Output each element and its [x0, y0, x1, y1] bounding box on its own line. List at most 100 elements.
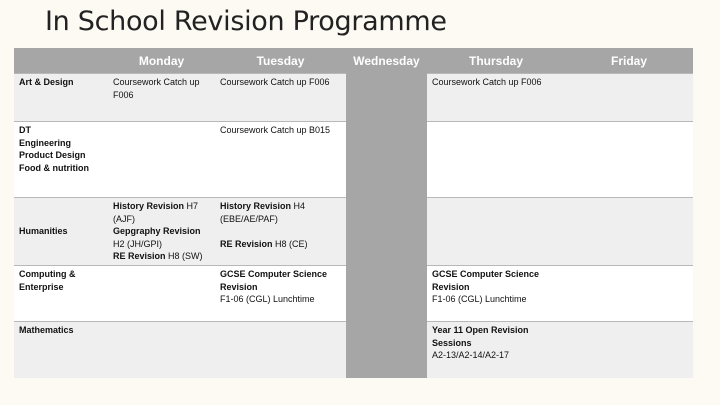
cell-wednesday: [346, 197, 427, 266]
table-row: Computing & Enterprise GCSE Computer Scien…: [14, 265, 693, 322]
subject-label: Engineering: [19, 137, 72, 148]
cell-friday: [565, 73, 693, 122]
header-row: Monday Tuesday Wednesday Thursday Friday: [14, 48, 693, 74]
subject-label: Food & nutrition: [19, 162, 89, 173]
cell-tuesday: Coursework Catch up F006: [215, 73, 346, 122]
session-detail: F1-06 (CGL) Lunchtime: [432, 294, 527, 304]
session-line: History Revision H7: [113, 200, 210, 213]
table-row: DT Engineering Product Design Food & nutrit…: [14, 121, 693, 198]
subject-cell: DT Engineering Product Design Food & nutrit…: [14, 121, 108, 198]
session-line: Revision: [220, 281, 341, 294]
cell-thursday: GCSE Computer Science Revision F1-06 (CGL)…: [427, 265, 565, 322]
subject-cell: Humanities: [14, 197, 108, 266]
spacer: [220, 225, 341, 238]
cell-monday: Coursework Catch up F006: [108, 73, 215, 122]
session-line: History Revision H4: [220, 200, 341, 213]
session-title: Gepgraphy Revision: [113, 226, 201, 236]
table-row: Humanities History Revision H7 (AJF) Gepgra…: [14, 197, 693, 266]
subject-label: Computing &: [19, 269, 76, 279]
session-detail: H8 (SW): [165, 251, 203, 261]
session-detail: H2 (JH/GPI): [113, 238, 163, 249]
cell-thursday: Coursework Catch up F006: [427, 73, 565, 122]
subject-cell: Computing & Enterprise: [14, 265, 108, 322]
subject-cell: Mathematics: [14, 321, 108, 378]
session-line: Coursework Catch up: [113, 76, 210, 89]
subject-label: Humanities: [19, 226, 68, 237]
session-detail: Coursework Catch up: [113, 77, 200, 87]
session-detail: Coursework Catch up B015: [220, 125, 331, 135]
subject-label: Art & Design: [19, 77, 74, 87]
subject-label: Product Design: [19, 150, 86, 160]
cell-tuesday: [215, 321, 346, 378]
header-tuesday: Tuesday: [215, 48, 346, 74]
header-friday: Friday: [565, 48, 693, 74]
cell-wednesday: [346, 73, 427, 122]
cell-friday: [565, 321, 693, 378]
cell-friday: [565, 197, 693, 266]
session-line: A2-13/A2-14/A2-17: [432, 349, 560, 362]
session-title: Sessions: [432, 337, 472, 348]
session-line: H2 (JH/GPI): [113, 238, 210, 251]
session-title: History Revision: [113, 201, 185, 211]
session-line: F1-06 (CGL) Lunchtime: [220, 293, 341, 306]
session-line: Coursework Catch up F006: [432, 76, 560, 89]
cell-wednesday: [346, 265, 427, 322]
cell-tuesday: History Revision H4 (EBE/AE/PAF) RE Revisi…: [215, 197, 346, 266]
header-thursday: Thursday: [427, 48, 565, 74]
cell-tuesday: Coursework Catch up B015: [215, 121, 346, 198]
session-line: Gepgraphy Revision: [113, 225, 210, 238]
session-line: Coursework Catch up B015: [220, 124, 341, 137]
cell-friday: [565, 121, 693, 198]
session-line: Sessions: [432, 337, 560, 350]
session-line: F1-06 (CGL) Lunchtime: [432, 293, 560, 306]
header-monday: Monday: [108, 48, 215, 74]
cell-thursday: Year 11 Open Revision Sessions A2-13/A2-14…: [427, 321, 565, 378]
session-line: RE Revision H8 (SW): [113, 250, 210, 263]
cell-monday: History Revision H7 (AJF) Gepgraphy Revisi…: [108, 197, 215, 266]
header-subject: [14, 48, 108, 74]
subject-cell: Art & Design: [14, 73, 108, 122]
session-title: RE Revision: [220, 238, 273, 249]
session-line: GCSE Computer Science: [432, 268, 560, 281]
cell-tuesday: GCSE Computer Science Revision F1-06 (CGL)…: [215, 265, 346, 322]
session-title: RE Revision: [113, 251, 166, 261]
cell-monday: [108, 321, 215, 378]
session-detail: Coursework Catch up F006: [220, 77, 330, 87]
session-detail: (AJF): [113, 213, 135, 224]
header-wednesday: Wednesday: [346, 48, 427, 74]
session-detail: H4: [291, 201, 306, 211]
cell-monday: [108, 121, 215, 198]
revision-timetable: Monday Tuesday Wednesday Thursday Friday…: [14, 48, 693, 378]
session-line: Revision: [432, 281, 560, 294]
cell-wednesday: [346, 121, 427, 198]
cell-wednesday: [346, 321, 427, 378]
session-line: Year 11 Open Revision: [432, 324, 560, 337]
session-title: GCSE Computer Science: [220, 269, 328, 279]
session-title: Year 11 Open Revision: [432, 325, 529, 335]
session-detail: A2-13/A2-14/A2-17: [432, 350, 510, 360]
session-line: RE Revision H8 (CE): [220, 238, 341, 251]
session-detail: F006: [113, 89, 134, 100]
session-line: (AJF): [113, 213, 210, 226]
session-title: Revision: [220, 281, 258, 292]
session-detail: (EBE/AE/PAF): [220, 213, 278, 224]
subject-label: Enterprise: [19, 281, 64, 292]
session-detail: H7: [184, 201, 199, 211]
session-detail: Coursework Catch up F006: [432, 77, 542, 87]
session-title: Revision: [432, 281, 470, 292]
session-detail: H8 (CE): [272, 238, 308, 249]
cell-thursday: [427, 121, 565, 198]
page-title: In School Revision Programme: [45, 6, 447, 37]
subject-label: Mathematics: [19, 325, 74, 335]
cell-friday: [565, 265, 693, 322]
cell-monday: [108, 265, 215, 322]
table-row: Art & Design Coursework Catch up F006 Cours…: [14, 73, 693, 122]
subject-label: DT: [19, 125, 31, 135]
session-line: GCSE Computer Science: [220, 268, 341, 281]
session-title: History Revision: [220, 201, 292, 211]
session-line: Coursework Catch up F006: [220, 76, 341, 89]
cell-thursday: [427, 197, 565, 266]
session-line: F006: [113, 89, 210, 102]
session-line: (EBE/AE/PAF): [220, 213, 341, 226]
table-row: Mathematics Year 11 Open Revision Sessions…: [14, 321, 693, 378]
